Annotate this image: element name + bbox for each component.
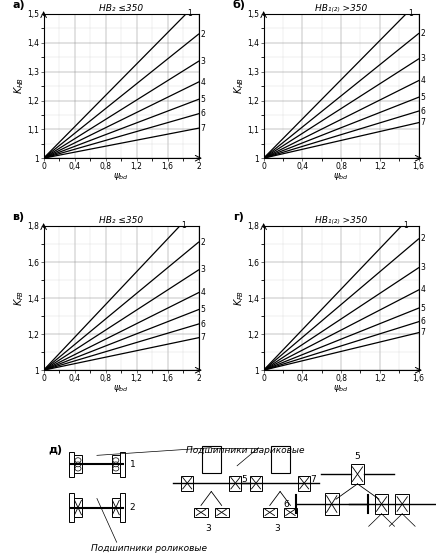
Text: 7: 7: [420, 118, 425, 127]
Text: 6: 6: [420, 317, 425, 326]
Text: 1: 1: [187, 10, 192, 18]
Text: 3: 3: [201, 266, 205, 274]
Text: 7: 7: [201, 333, 205, 342]
Bar: [181, 476, 193, 491]
Text: 6: 6: [420, 107, 425, 116]
Text: 3: 3: [420, 54, 425, 64]
Circle shape: [75, 466, 81, 471]
Text: 2: 2: [201, 30, 205, 39]
Bar: [74, 499, 82, 517]
Bar: [283, 508, 297, 517]
Text: 3: 3: [205, 524, 211, 533]
Bar: [74, 456, 82, 473]
Bar: [112, 456, 120, 473]
Text: 1: 1: [403, 221, 408, 230]
Text: 6: 6: [201, 109, 205, 119]
Text: 2: 2: [420, 234, 425, 243]
Bar: [68, 493, 74, 522]
Text: 7: 7: [310, 475, 316, 484]
Text: Подшипники шариковые: Подшипники шариковые: [185, 446, 304, 455]
X-axis label: $\psi_{bd}$: $\psi_{bd}$: [113, 172, 129, 182]
Title: HB₁₍₂₎ >350: HB₁₍₂₎ >350: [315, 4, 367, 13]
Text: 4: 4: [420, 76, 425, 85]
Circle shape: [113, 466, 119, 471]
Circle shape: [75, 458, 81, 463]
Circle shape: [113, 462, 119, 467]
Bar: [375, 494, 388, 514]
Bar: [298, 476, 310, 491]
Text: 2: 2: [129, 503, 135, 512]
Text: 7: 7: [420, 328, 425, 337]
Text: 5: 5: [420, 93, 425, 102]
Bar: [202, 446, 221, 473]
Text: 5: 5: [420, 304, 425, 312]
Bar: [120, 452, 125, 477]
Title: HB₁₍₂₎ >350: HB₁₍₂₎ >350: [315, 216, 367, 225]
Text: б): б): [233, 0, 245, 10]
Text: 3: 3: [274, 524, 279, 533]
Text: 5: 5: [201, 95, 205, 104]
Circle shape: [113, 458, 119, 463]
Text: а): а): [13, 0, 25, 10]
Y-axis label: $K_{H\!B}$: $K_{H\!B}$: [232, 78, 246, 94]
Text: 3: 3: [201, 57, 205, 66]
X-axis label: $\psi_{bd}$: $\psi_{bd}$: [333, 172, 349, 182]
Text: г): г): [233, 211, 243, 221]
Text: 1: 1: [181, 221, 186, 230]
Bar: [325, 493, 339, 515]
X-axis label: $\psi_{bd}$: $\psi_{bd}$: [113, 383, 129, 394]
Text: 2: 2: [201, 238, 205, 247]
Text: 4: 4: [420, 286, 425, 295]
Text: 4: 4: [201, 78, 205, 87]
Bar: [263, 508, 277, 517]
Bar: [271, 446, 290, 473]
Text: 4: 4: [201, 288, 205, 297]
Y-axis label: $K_{F\!B}$: $K_{F\!B}$: [232, 290, 246, 306]
Text: 7: 7: [201, 124, 205, 132]
Text: 5: 5: [242, 475, 247, 484]
Title: HB₂ ≤350: HB₂ ≤350: [99, 4, 143, 13]
Bar: [215, 508, 228, 517]
X-axis label: $\psi_{bd}$: $\psi_{bd}$: [333, 383, 349, 394]
Text: 5: 5: [354, 452, 361, 461]
Y-axis label: $K_{H\!B}$: $K_{H\!B}$: [12, 78, 26, 94]
Bar: [250, 476, 262, 491]
Circle shape: [75, 462, 81, 467]
Text: 1: 1: [129, 460, 135, 469]
Text: 5: 5: [201, 305, 205, 314]
Text: 3: 3: [420, 263, 425, 272]
Bar: [351, 465, 364, 484]
Bar: [395, 494, 409, 514]
Text: 1: 1: [408, 10, 413, 18]
Text: 2: 2: [420, 29, 425, 38]
Bar: [68, 452, 74, 477]
Text: 6: 6: [201, 320, 205, 329]
Bar: [120, 493, 125, 522]
Title: HB₂ ≤350: HB₂ ≤350: [99, 216, 143, 225]
Text: Подшипники роликовые: Подшипники роликовые: [91, 544, 207, 553]
Y-axis label: $K_{F\!B}$: $K_{F\!B}$: [12, 290, 26, 306]
Bar: [112, 499, 120, 517]
Bar: [194, 508, 208, 517]
Bar: [229, 476, 242, 491]
Text: 6: 6: [283, 500, 289, 509]
Text: д): д): [48, 445, 62, 455]
Text: в): в): [13, 211, 25, 221]
